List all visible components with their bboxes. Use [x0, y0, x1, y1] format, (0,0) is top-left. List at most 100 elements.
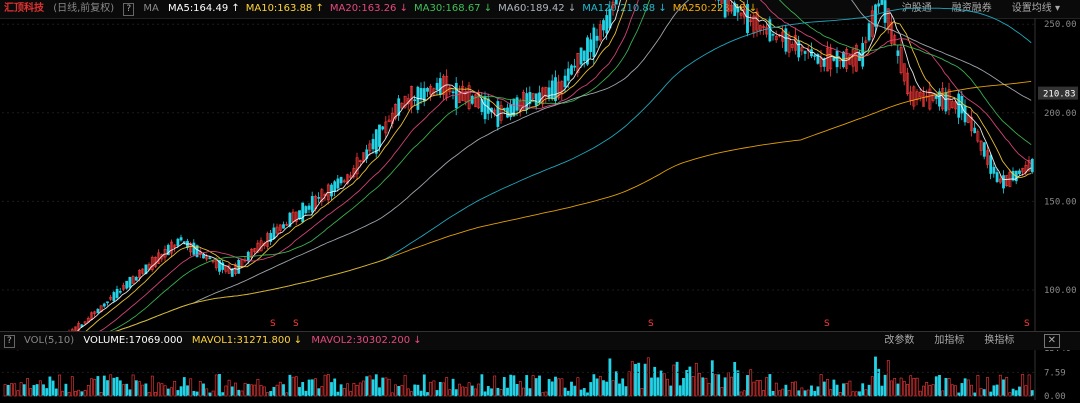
candle-body [963, 105, 967, 123]
volume-bar [771, 390, 775, 397]
candle-body [973, 127, 977, 134]
volume-link-1[interactable]: 加指标 [934, 335, 965, 346]
candle-body [829, 48, 833, 70]
volume-bar [291, 376, 295, 397]
volume-bar [947, 378, 951, 397]
volume-bar [560, 378, 564, 397]
volume-bar [83, 390, 87, 397]
volume-bar [675, 361, 679, 397]
volume-bar [454, 389, 458, 397]
candle-body [272, 227, 276, 240]
volume-header: ? VOL(5,10) VOLUME:17069.000 MAVOL1:3127… [0, 331, 1080, 350]
candle-body [291, 211, 295, 222]
volume-bar [493, 375, 497, 397]
volume-link-2[interactable]: 换指标 [984, 335, 1015, 346]
volume-bar [147, 392, 151, 397]
volume-bar [48, 376, 52, 397]
candle-body [586, 37, 589, 65]
candle-body [342, 180, 346, 183]
vol-help-button[interactable]: ? [4, 335, 15, 348]
candle-body [790, 43, 794, 48]
help-button[interactable]: ? [123, 3, 135, 16]
volume-bar [3, 384, 7, 397]
volume-bar [781, 388, 785, 397]
volume-link-0[interactable]: 改参数 [884, 335, 915, 346]
volume-bar [854, 391, 858, 397]
candle-body [797, 40, 801, 58]
header-link-2[interactable]: 设置均线 ▾ [1011, 3, 1060, 14]
candle-body [294, 211, 298, 222]
volume-bar [166, 388, 170, 397]
volume-bar [810, 385, 813, 397]
volume-bar [1021, 374, 1025, 397]
volume-bar [227, 379, 231, 397]
volume-bar [870, 376, 874, 397]
volume-bar [330, 382, 333, 397]
volume-bar [74, 391, 77, 397]
candle-body [346, 174, 349, 184]
volume-bar [506, 387, 509, 397]
volume-bar [429, 381, 433, 397]
volume-bar [45, 388, 49, 397]
volume-bar [608, 358, 612, 397]
volume-bar [723, 377, 727, 397]
volume-bar [742, 390, 746, 397]
volume-bar [109, 374, 113, 397]
volume-bar [832, 379, 836, 397]
candle-body [867, 23, 871, 41]
volume-bar [448, 389, 452, 397]
header-link-1[interactable]: 融资融券 [951, 3, 992, 14]
candle-body [477, 92, 481, 109]
volume-bar [458, 383, 461, 397]
volume-bar [582, 388, 586, 397]
volume-bar [726, 372, 730, 397]
volume-bar [339, 384, 343, 397]
volume-bar [451, 378, 455, 397]
volume-bar [416, 384, 420, 397]
candle-body [429, 86, 433, 95]
volume-bar [221, 392, 225, 397]
candle-body [595, 35, 599, 41]
volume-bar [397, 386, 401, 397]
volume-bar [70, 376, 74, 397]
candle-body [602, 20, 605, 31]
close-icon[interactable]: ✕ [1043, 334, 1060, 348]
signal-marker: S [270, 319, 276, 329]
volume-bar [394, 384, 397, 397]
volume-bar [954, 385, 957, 397]
candle-body [336, 178, 340, 189]
candle-body [934, 95, 938, 99]
candle-body [912, 86, 916, 107]
candle-body [992, 166, 996, 174]
candle-body [435, 82, 439, 90]
volume-bar [720, 387, 724, 397]
volume-bar [730, 376, 733, 397]
volume-bar [768, 374, 772, 397]
candle-body [554, 77, 557, 101]
candle-body [986, 150, 989, 165]
volume-bar [138, 381, 141, 397]
volume-bar [995, 384, 999, 397]
candle-body [381, 126, 385, 130]
volume-bar [707, 382, 711, 397]
candle-body [954, 101, 957, 110]
volume-bar [173, 381, 177, 397]
candle-body [253, 248, 257, 253]
volume-bar [1005, 377, 1009, 397]
candle-body [614, 0, 618, 5]
volume-bar [234, 382, 237, 397]
candle-body [970, 116, 973, 132]
volume-bar [349, 391, 353, 397]
volume-bar [371, 379, 375, 397]
volume-bar [976, 375, 980, 397]
volume-bar [538, 375, 541, 397]
volume-bar [970, 384, 973, 397]
candle-body [906, 72, 909, 95]
candle-body [598, 24, 602, 41]
volume-bar [1027, 374, 1031, 397]
volume-bar [650, 377, 653, 397]
candle-body [877, 3, 881, 7]
candle-body [339, 176, 343, 184]
candle-body [806, 48, 810, 52]
